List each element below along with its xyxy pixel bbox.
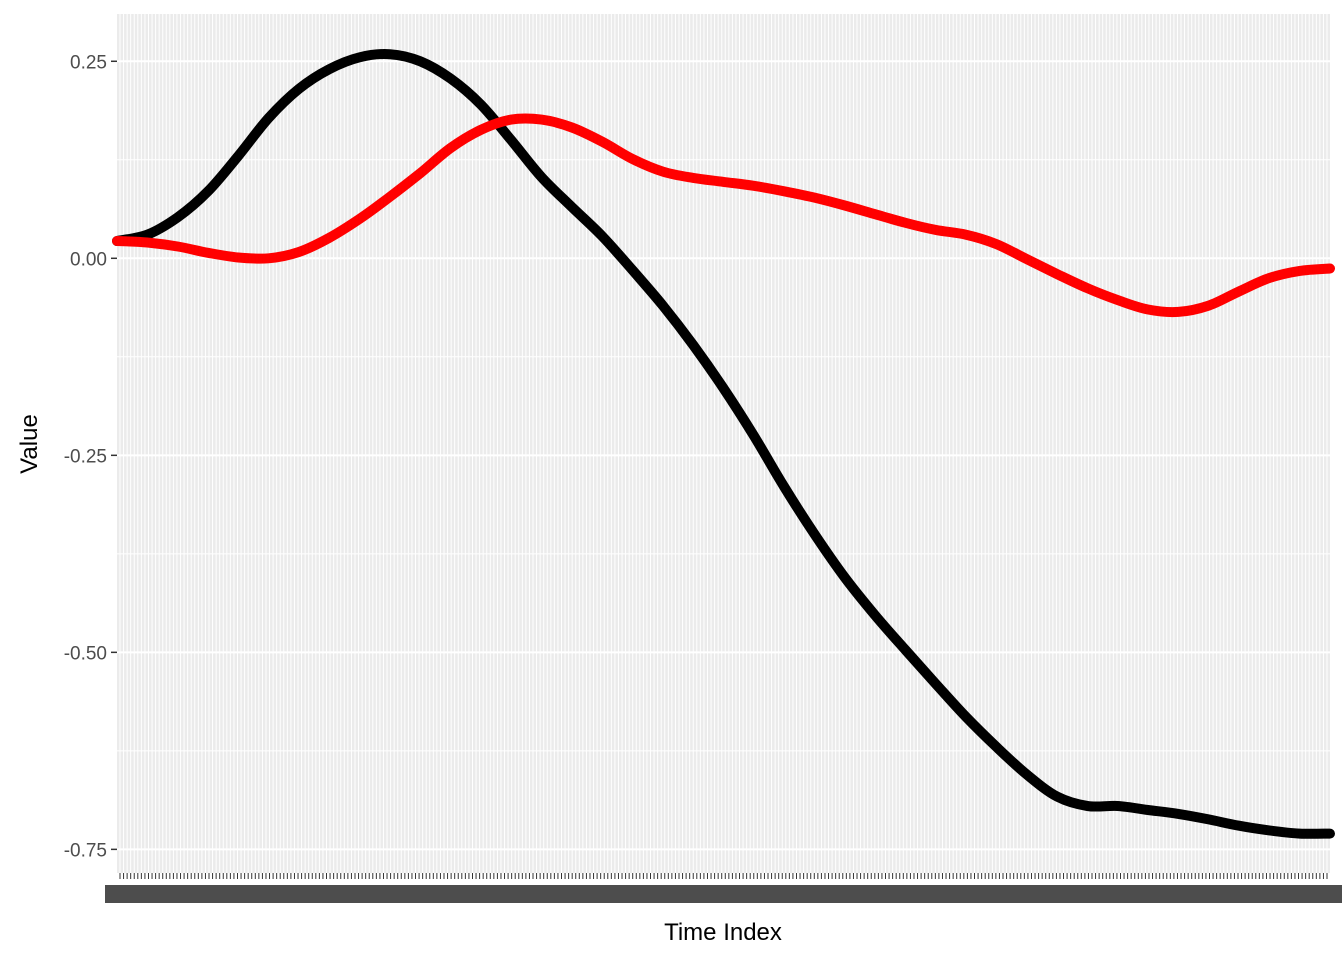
y-tick-label: 0.00 (70, 249, 107, 270)
y-gridlines (117, 60, 1330, 851)
y-tick-label: -0.75 (64, 840, 107, 861)
y-axis-title: Value (16, 414, 43, 474)
x-tick-labels-overlap (105, 885, 1342, 903)
plot-panel (117, 14, 1330, 873)
y-tick-label: -0.25 (64, 446, 107, 467)
x-axis (105, 873, 1342, 903)
x-axis-title: Time Index (664, 919, 782, 946)
y-tick-label: 0.25 (70, 52, 107, 73)
series-line-2 (112, 113, 1335, 318)
y-tick-label: -0.50 (64, 643, 107, 664)
series-line-1 (112, 49, 1335, 839)
y-axis: 0.25 0.00 -0.25 -0.50 -0.75 (64, 52, 117, 861)
series-layer (112, 49, 1335, 839)
x-gridlines (119, 14, 1328, 873)
